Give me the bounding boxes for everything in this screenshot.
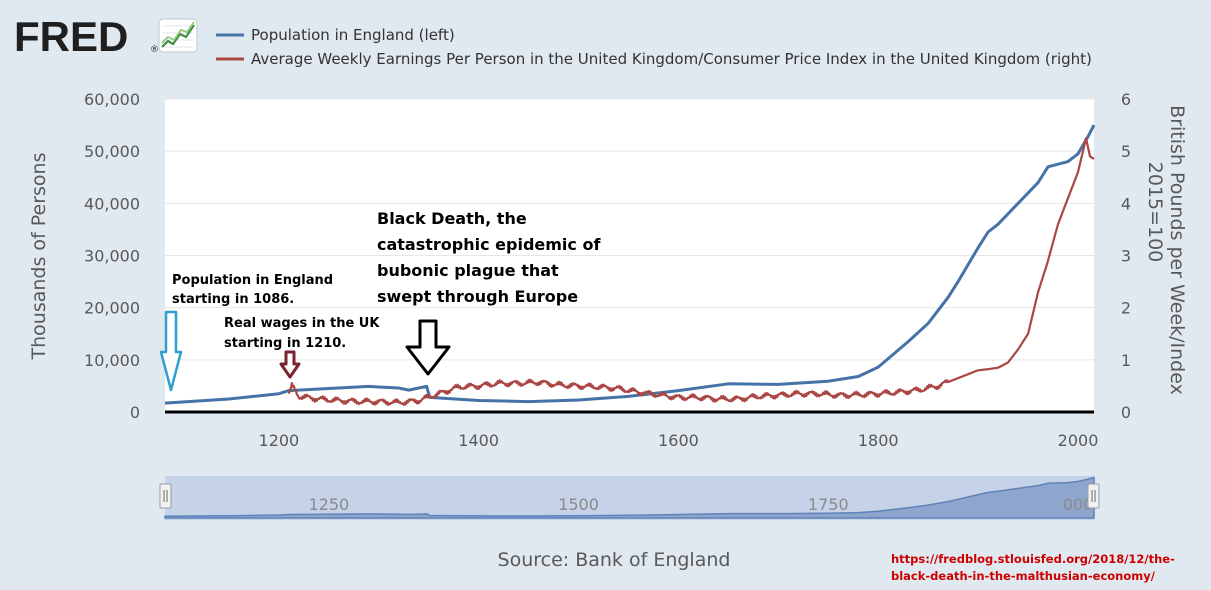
blog-link-line2[interactable]: black-death-in-the-malthusian-economy/ [891,569,1156,583]
right-tick-label: 4 [1121,194,1131,213]
annotation-black-death: Black Death, the catastrophic epidemic o… [377,209,601,376]
right-axis-title-line2: 2015=100 [1144,162,1166,263]
x-tick-label: 1200 [259,431,300,450]
annotation-black-death-line2: catastrophic epidemic of [377,235,601,254]
logo-chart-icon [158,18,198,53]
annotation-population: Population in England starting in 1086. [159,273,333,392]
left-tick-label: 10,000 [84,351,140,370]
series-line-population [164,124,1096,405]
x-tick-label: 2000 [1058,431,1099,450]
x-tick-label: 1400 [458,431,499,450]
left-tick-label: 0 [130,403,140,422]
legend-item-real-wages[interactable]: Average Weekly Earnings Per Person in th… [216,50,1092,68]
navigator-tick-label: 000 [1063,495,1094,514]
right-tick-label: 2 [1121,299,1131,318]
navigator-tick-label: 1500 [558,495,599,514]
right-tick-label: 1 [1121,351,1131,370]
annotation-black-death-line4: swept through Europe [377,287,578,306]
navigator-handle-right[interactable] [1087,483,1100,509]
left-tick-label: 50,000 [84,142,140,161]
legend-label-population: Population in England (left) [251,26,455,44]
right-tick-label: 5 [1121,142,1131,161]
right-axis-title-line1: British Pounds per Week/Index [1166,105,1188,395]
legend: Population in England (left) Average Wee… [216,26,1092,68]
left-axis-title: Thousands of Persons [28,153,50,361]
annotation-black-death-line1: Black Death, the [377,209,527,228]
logo-text: FRED [14,13,128,60]
annotation-population-arrow-icon [159,310,183,392]
annotation-real-wages: Real wages in the UK starting in 1210. [224,316,380,379]
right-axis-ticks: 0 1 2 3 4 5 6 [1121,90,1131,422]
navigator-tick-label: 1750 [808,495,849,514]
annotation-real-wages-line1: Real wages in the UK [224,316,380,331]
right-tick-label: 0 [1121,403,1131,422]
range-navigator[interactable]: 1250 1500 1750 000 [159,476,1100,520]
annotation-black-death-arrow-icon [405,319,451,376]
legend-label-real-wages: Average Weekly Earnings Per Person in th… [251,50,1092,68]
annotation-population-line1: Population in England [172,273,333,288]
left-tick-label: 40,000 [84,194,140,213]
blog-link-line1[interactable]: https://fredblog.stlouisfed.org/2018/12/… [891,552,1175,566]
series-line-real-wages [287,137,1095,406]
navigator-tick-label: 1250 [308,495,349,514]
legend-item-population[interactable]: Population in England (left) [216,26,455,44]
navigator-ticks: 1250 1500 1750 000 [308,495,1093,514]
series-lines [164,124,1096,406]
navigator-series-area [164,476,1095,519]
left-axis-ticks: 0 10,000 20,000 30,000 40,000 50,000 60,000 [84,90,140,422]
annotation-population-line2: starting in 1086. [172,292,294,307]
left-tick-label: 20,000 [84,299,140,318]
navigator-selected-range[interactable] [165,476,1094,520]
left-tick-label: 60,000 [84,90,140,109]
fred-logo[interactable]: FRED ® [14,13,198,60]
logo-registered-mark: ® [150,45,159,55]
x-tick-label: 1800 [858,431,899,450]
annotation-real-wages-arrow-icon [279,350,301,379]
annotation-black-death-line3: bubonic plague that [377,261,559,280]
x-axis-ticks: 1200 1400 1600 1800 2000 [259,431,1099,450]
right-tick-label: 6 [1121,90,1131,109]
source-note: Source: Bank of England [498,549,731,571]
right-tick-label: 3 [1121,247,1131,266]
x-tick-label: 1600 [658,431,699,450]
navigator-handle-left[interactable] [159,483,172,509]
annotation-real-wages-line2: starting in 1210. [224,336,346,351]
right-axis-title: British Pounds per Week/Index 2015=100 [1144,105,1188,395]
left-tick-label: 30,000 [84,247,140,266]
